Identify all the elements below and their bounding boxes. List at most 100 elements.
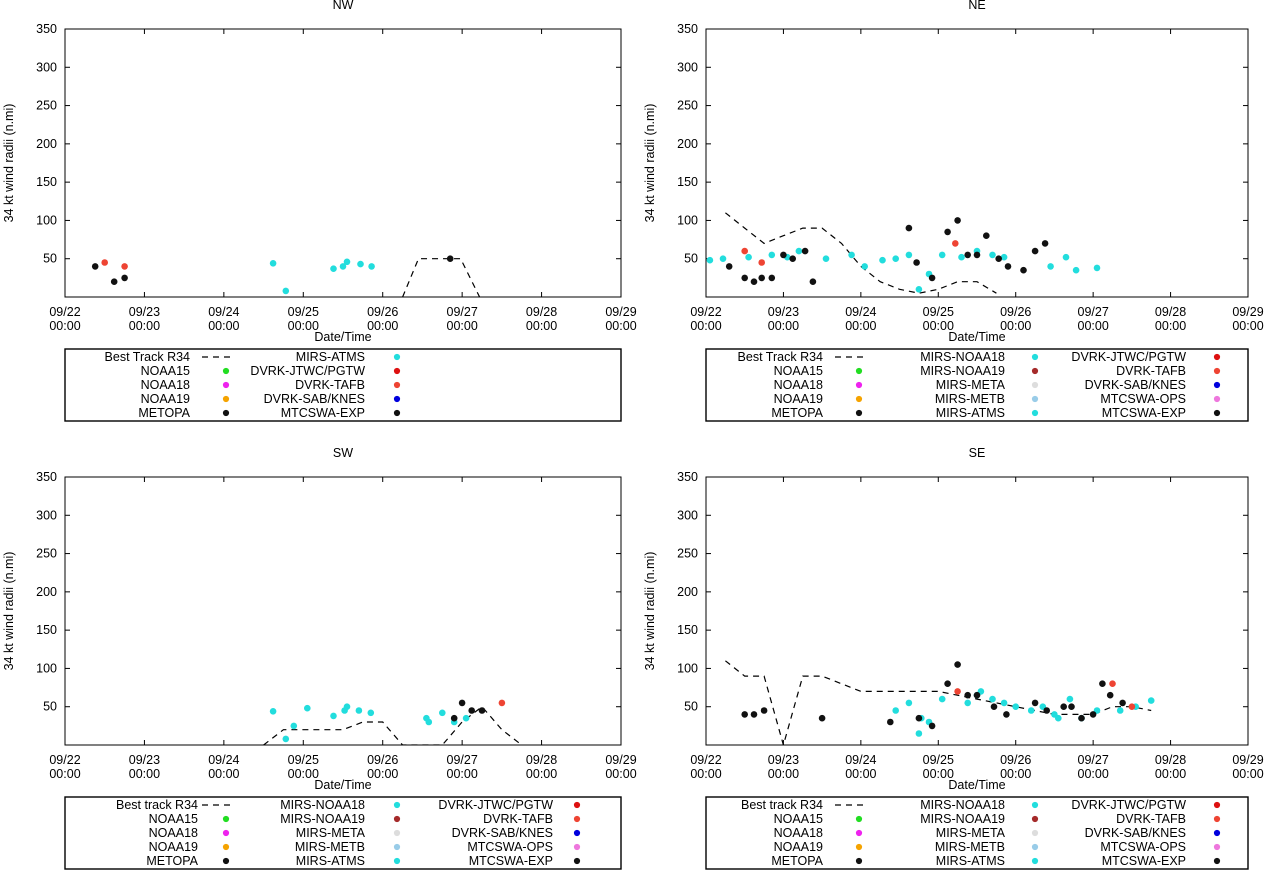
plot-area	[91, 255, 481, 297]
y-tick-label: 350	[677, 22, 698, 36]
data-point-mtcswa-exp	[121, 274, 128, 282]
data-point-mirs-atms	[290, 722, 298, 730]
data-point-mtcswa-exp	[450, 714, 458, 722]
data-point-mirs-atms	[1066, 695, 1074, 703]
legend-label-dvrk-tafb: DVRK-TAFB	[295, 378, 365, 392]
legend-label-noaa19: NOAA19	[149, 840, 198, 854]
x-tick-label-day: 09/25	[288, 753, 319, 767]
legend-swatch-mtcswa-exp	[573, 857, 581, 865]
legend-label-dvrk-sab-knes: DVRK-SAB/KNES	[452, 826, 553, 840]
x-tick-label-day: 09/22	[690, 305, 721, 319]
data-point-mirs-atms	[367, 709, 375, 717]
x-tick-label-day: 09/24	[208, 305, 239, 319]
data-point-mirs-atms	[1093, 264, 1101, 272]
x-axis-label: Date/Time	[314, 330, 371, 344]
data-point-mirs-atms	[1000, 253, 1008, 261]
y-tick-label: 150	[36, 623, 57, 637]
data-point-mirs-atms	[282, 735, 290, 743]
x-tick-label-time: 00:00	[367, 319, 398, 333]
legend-swatch-mirs-atms	[1031, 857, 1039, 865]
y-tick-label: 250	[677, 547, 698, 561]
x-tick-label-day: 09/28	[526, 753, 557, 767]
data-point-mirs-atms	[269, 708, 277, 715]
y-tick-label: 200	[36, 137, 57, 151]
legend-label-dvrk-sab-knes: DVRK-SAB/KNES	[1085, 826, 1186, 840]
data-point-mirs-atms	[343, 258, 351, 266]
legend-swatch-noaa18	[222, 381, 230, 389]
legend-swatch-dvrk-tafb	[1213, 367, 1221, 375]
x-tick-label-day: 09/27	[447, 753, 478, 767]
legend-swatch-noaa18	[222, 829, 230, 837]
y-tick-label: 150	[677, 623, 698, 637]
x-tick-label-time: 00:00	[526, 319, 557, 333]
data-point-mirs-atms	[425, 718, 433, 726]
legend-swatch-mirs-noaa18	[393, 801, 401, 809]
y-tick-label: 200	[677, 585, 698, 599]
data-point-mirs-atms	[304, 704, 311, 712]
data-point-mtcswa-exp	[789, 255, 796, 262]
legend-label-noaa18: NOAA18	[774, 378, 823, 392]
legend-label-noaa19: NOAA19	[774, 840, 823, 854]
legend-swatch-dvrk-tafb	[573, 815, 581, 823]
data-point-mtcswa-exp	[801, 247, 809, 255]
x-tick-label-day: 09/23	[129, 753, 160, 767]
data-point-mirs-atms	[1147, 697, 1155, 704]
x-tick-label-time: 00:00	[845, 319, 876, 333]
data-point-mtcswa-exp	[964, 691, 971, 699]
legend-label-mtcswa-exp: MTCSWA-EXP	[281, 406, 365, 420]
legend-swatch-mirs-meta	[1031, 381, 1039, 389]
data-point-mtcswa-exp	[1020, 266, 1027, 274]
panel-title: NW	[333, 0, 354, 12]
x-tick-label-time: 00:00	[605, 767, 636, 781]
x-tick-label-day: 09/26	[367, 305, 398, 319]
legend-label-noaa19: NOAA19	[774, 392, 823, 406]
data-point-mtcswa-exp	[110, 278, 118, 286]
y-tick-label: 350	[36, 22, 57, 36]
legend-label-dvrk-tafb: DVRK-TAFB	[1116, 812, 1186, 826]
legend-swatch-mirs-meta	[393, 829, 401, 837]
y-tick-label: 250	[36, 99, 57, 113]
y-tick-label: 200	[677, 137, 698, 151]
data-point-dvrk-tafb	[1109, 680, 1116, 687]
data-point-mtcswa-exp	[741, 711, 748, 718]
data-point-mirs-atms	[861, 263, 868, 270]
legend-label-mirs-noaa18: MIRS-NOAA18	[920, 798, 1005, 812]
data-point-mirs-atms	[795, 247, 803, 255]
legend-swatch-noaa18	[855, 829, 863, 837]
legend-label-mirs-atms: MIRS-ATMS	[936, 406, 1005, 420]
data-point-mtcswa-exp	[1089, 711, 1097, 718]
y-tick-label: 150	[677, 175, 698, 189]
data-point-mtcswa-exp	[1060, 703, 1067, 710]
data-point-mirs-atms	[848, 251, 855, 259]
legend-label-noaa18: NOAA18	[141, 378, 190, 392]
x-tick-label-time: 00:00	[923, 767, 954, 781]
data-point-mtcswa-exp	[1031, 699, 1039, 707]
data-point-mtcswa-exp	[818, 714, 826, 722]
y-tick-label: 100	[677, 213, 698, 227]
data-point-mirs-atms	[989, 251, 996, 259]
data-point-mirs-atms	[282, 287, 290, 295]
legend-swatch-metopa	[855, 409, 863, 417]
data-point-mirs-atms	[905, 699, 913, 707]
legend-swatch-mirs-metb	[1031, 843, 1039, 851]
x-tick-label-day: 09/25	[288, 305, 319, 319]
legend-label-noaa19: NOAA19	[141, 392, 190, 406]
legend-swatch-dvrk-sab-knes	[1213, 381, 1221, 389]
panel-title: NE	[968, 0, 985, 12]
data-point-mirs-atms	[964, 699, 971, 707]
x-tick-label-time: 00:00	[1232, 767, 1263, 781]
legend-label-mtcswa-exp: MTCSWA-EXP	[469, 854, 553, 868]
plot-frame	[705, 476, 1249, 746]
x-tick-label-day: 09/29	[1232, 305, 1263, 319]
x-tick-label-day: 09/24	[208, 753, 239, 767]
y-tick-label: 350	[36, 470, 57, 484]
x-tick-label-day: 09/23	[768, 305, 799, 319]
legend-swatch-mirs-metb	[393, 843, 401, 851]
legend-swatch-mtcswa-ops	[573, 843, 581, 851]
y-tick-label: 200	[36, 585, 57, 599]
y-axis-label: 34 kt wind radii (n.mi)	[2, 552, 16, 671]
plot-area	[725, 660, 1155, 745]
